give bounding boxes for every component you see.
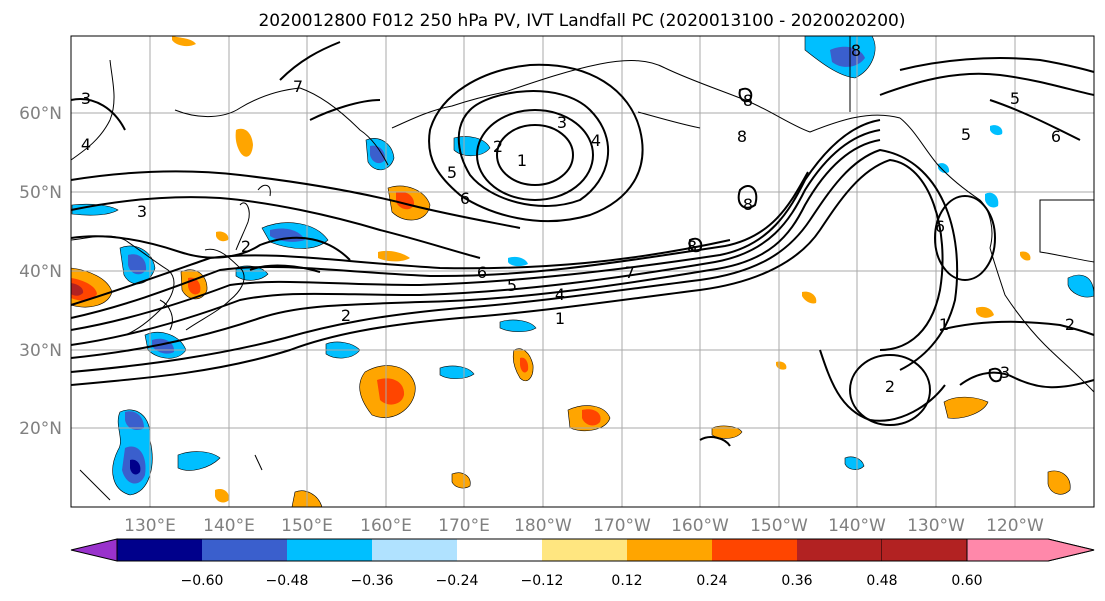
contour-label: 2 — [341, 306, 351, 325]
colorbar-bin — [372, 539, 457, 561]
contour-label: 6 — [1051, 127, 1061, 146]
colorbar-tick: 0.48 — [866, 573, 897, 589]
longitude-labels: 130°E 140°E 150°E 160°E 170°E 180°W 170°… — [124, 516, 1044, 536]
map-panel: 1 2 4 5 6 7 3 6 5 1 2 3 4 7 3 4 1 2 3 2 … — [70, 35, 1095, 508]
colorbar-outline — [116, 538, 968, 562]
colorbar-bin — [202, 539, 287, 561]
contour-label: 8 — [743, 91, 753, 110]
colorbar-bin — [882, 539, 967, 561]
contour-label: 8 — [743, 195, 753, 214]
lat-label: 60°N — [19, 104, 62, 124]
lat-label: 40°N — [19, 262, 62, 282]
contour-label: 5 — [961, 125, 971, 144]
colorbar-tick: 0.36 — [781, 573, 812, 589]
contour-label: 5 — [507, 276, 517, 295]
contour-label: 5 — [1010, 89, 1020, 108]
lon-label: 180°W — [514, 516, 572, 536]
colorbar-tick: −0.60 — [181, 573, 224, 589]
pv-contours — [70, 41, 1095, 447]
map-frame — [70, 35, 1095, 508]
contour-label: 1 — [555, 309, 565, 328]
colorbar-tick: 0.24 — [696, 573, 727, 589]
lat-label: 30°N — [19, 341, 62, 361]
colorbar-bin — [712, 539, 797, 561]
contour-label: 6 — [460, 189, 470, 208]
contour-label: 2 — [241, 237, 251, 256]
colorbar-tick: −0.36 — [351, 573, 394, 589]
contour-label: 1 — [517, 151, 527, 170]
contour-label: 4 — [555, 285, 565, 304]
contour-label: 6 — [935, 217, 945, 236]
lat-label: 50°N — [19, 183, 62, 203]
contour-label: 4 — [591, 131, 601, 150]
contour-label: 7 — [625, 263, 635, 282]
colorbar: −0.60 −0.48 −0.36 −0.24 −0.12 0.12 0.24 … — [70, 538, 1095, 589]
map-title: 2020012800 F012 250 hPa PV, IVT Landfall… — [258, 11, 905, 31]
lon-label: 120°W — [986, 516, 1044, 536]
colorbar-extend-min — [70, 538, 118, 562]
contour-label: 8 — [737, 127, 747, 146]
colorbar-tick: −0.24 — [436, 573, 479, 589]
contour-label: 8 — [851, 41, 861, 60]
contour-label: 7 — [293, 77, 303, 96]
lat-label: 20°N — [19, 419, 62, 439]
lon-label: 170°W — [593, 516, 651, 536]
graticule — [71, 36, 1094, 507]
lon-label: 140°W — [828, 516, 886, 536]
contour-label: 4 — [81, 135, 91, 154]
coastlines — [70, 35, 1095, 501]
latitude-labels: 60°N 50°N 40°N 30°N 20°N — [19, 104, 62, 439]
contour-label: 3 — [557, 113, 567, 132]
colorbar-tick: 0.60 — [951, 573, 982, 589]
colorbar-bin — [457, 539, 542, 561]
lon-label: 140°E — [203, 516, 255, 536]
contour-label: 1 — [939, 315, 949, 334]
lon-label: 130°W — [907, 516, 965, 536]
colorbar-bin — [627, 539, 712, 561]
colorbar-tick: −0.12 — [521, 573, 564, 589]
contour-label: 5 — [447, 163, 457, 182]
lon-label: 170°E — [438, 516, 490, 536]
contour-label: 2 — [1065, 315, 1075, 334]
contour-label: 2 — [493, 137, 503, 156]
lon-label: 150°W — [750, 516, 808, 536]
contour-label: 2 — [885, 377, 895, 396]
contour-label: 3 — [81, 89, 91, 108]
colorbar-extend-max-arrow — [966, 538, 1095, 562]
contour-label: 3 — [137, 202, 147, 221]
colorbar-bin — [117, 539, 202, 561]
colorbar-bin — [542, 539, 627, 561]
colorbar-bin — [797, 539, 882, 561]
lon-label: 150°E — [281, 516, 333, 536]
lon-label: 160°E — [360, 516, 412, 536]
contour-label: 6 — [477, 263, 487, 282]
lon-label: 130°E — [124, 516, 176, 536]
colorbar-ticks: −0.60 −0.48 −0.36 −0.24 −0.12 0.12 0.24 … — [181, 573, 983, 589]
colorbar-tick: 0.12 — [611, 573, 642, 589]
lon-label: 160°W — [671, 516, 729, 536]
contour-label: 8 — [687, 237, 697, 256]
colorbar-tick: −0.48 — [266, 573, 309, 589]
contour-labels: 1 2 4 5 6 7 3 6 5 1 2 3 4 7 3 4 1 2 3 2 … — [81, 41, 1075, 396]
colorbar-bin — [287, 539, 372, 561]
contour-label: 3 — [1000, 363, 1010, 382]
